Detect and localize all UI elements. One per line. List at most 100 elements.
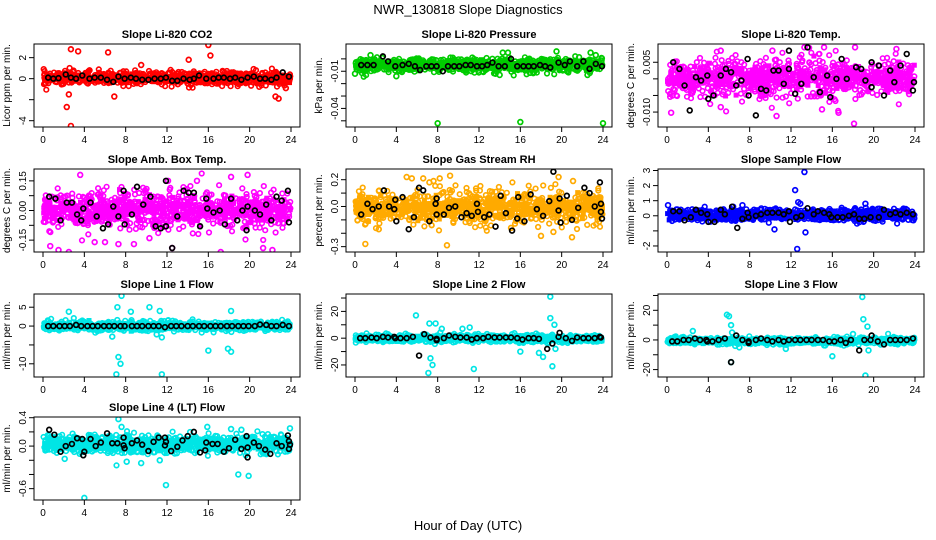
point-cloud [93,218,99,224]
x-tick-label: 8 [123,135,129,146]
x-tick-label: 20 [868,135,880,146]
black-series-point [57,217,64,224]
point-cloud [896,59,902,65]
point-cloud [553,218,561,225]
x-tick-label: 24 [597,135,609,146]
point-cloud [72,214,78,220]
black-series-point [162,177,170,185]
point-cloud [748,86,754,92]
point-cloud [823,83,830,90]
black-series-point [439,68,447,75]
data-points [40,44,294,127]
point-cloud [832,47,839,54]
point-cloud [763,81,769,87]
point-cloud [229,202,235,207]
black-series-point [827,93,834,101]
point-cloud [257,74,263,80]
black-series-point [273,74,280,81]
point-cloud [75,207,81,212]
black-series-point [97,74,105,81]
black-series-point [858,65,865,73]
point-cloud [536,196,542,202]
point-cloud [150,205,156,211]
point-cloud [171,211,177,217]
point-cloud [54,211,60,217]
point-cloud [741,73,747,79]
point-cloud [780,71,786,77]
point-cloud [586,201,592,207]
y-tick-label: -0.010 [642,97,653,126]
point-cloud [207,212,212,218]
point-cloud [117,225,124,232]
black-series-point [910,78,918,86]
point-cloud [354,217,361,224]
point-cloud [590,222,597,229]
point-cloud [254,203,260,209]
point-cloud [829,87,836,95]
black-series-point [785,65,793,73]
point-cloud [854,74,860,80]
point-cloud [676,82,682,88]
point-cloud [95,209,101,215]
point-cloud [698,65,704,71]
point-cloud [479,57,484,63]
point-cloud [380,62,386,68]
point-cloud [683,76,689,82]
black-series-point [196,223,204,230]
point-cloud [852,95,859,103]
point-cloud [848,69,854,75]
black-series-point [775,67,782,74]
black-series-point [139,201,147,208]
black-series-point [586,65,593,73]
point-cloud [532,216,540,223]
black-series-point [262,201,270,208]
point-cloud [172,72,177,78]
point-cloud [844,65,850,71]
point-cloud [757,80,763,86]
point-cloud [281,214,286,220]
point-cloud [252,67,260,74]
black-series-point [68,199,76,206]
point-cloud [425,193,432,200]
point-cloud [353,206,359,212]
black-series-point [843,75,851,83]
point-cloud [196,213,202,218]
point-cloud [764,73,770,79]
point-cloud [198,170,205,177]
point-cloud [191,209,197,215]
black-series-point [203,75,210,82]
black-series-point [798,80,805,88]
point-cloud [392,201,398,206]
point-cloud [551,71,558,78]
point-cloud [250,189,257,196]
black-series-point [157,225,165,232]
outlier-point [65,248,73,252]
point-cloud [700,59,708,66]
point-cloud [456,191,463,198]
point-cloud [733,92,739,98]
point-cloud [238,76,243,82]
x-tick-label: 24 [285,260,297,271]
point-cloud [51,215,56,221]
point-cloud [276,209,282,215]
point-cloud [744,78,750,83]
panel-title: Slope Amb. Box Temp. [108,154,227,166]
point-cloud [126,78,132,84]
point-cloud [573,225,581,233]
point-cloud [873,78,878,84]
x-tick-label: 16 [827,135,839,146]
point-cloud [401,202,407,208]
point-cloud [166,74,172,80]
x-tick-label: 20 [244,260,256,271]
point-cloud [734,58,741,65]
y-tick-label: 0.15 [18,171,29,191]
point-cloud [208,205,214,211]
point-cloud [131,191,139,198]
point-cloud [758,70,764,76]
point-cloud [512,197,518,203]
point-cloud [897,85,903,91]
point-cloud [359,206,365,212]
point-cloud [62,202,68,208]
black-series-point [669,59,677,66]
point-cloud [176,225,183,233]
